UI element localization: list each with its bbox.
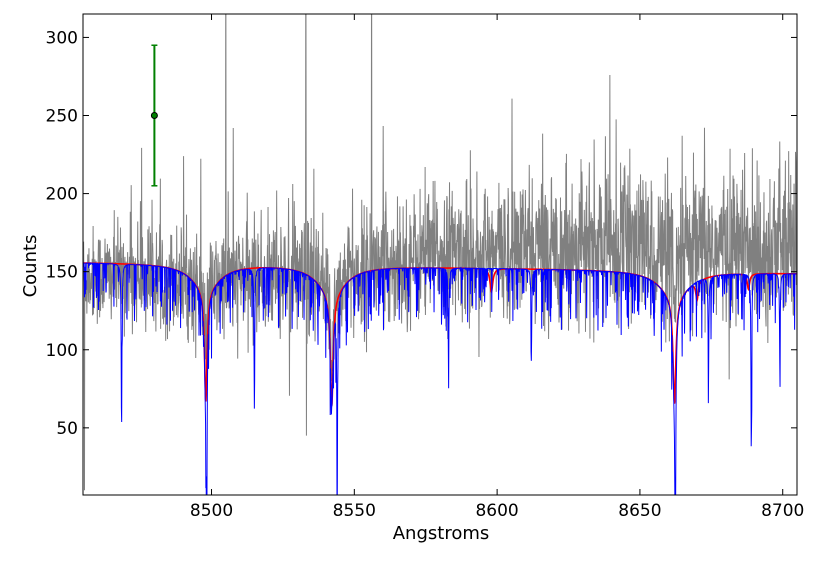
x-tick-label: 8700 <box>761 501 804 521</box>
x-tick-label: 8500 <box>190 501 233 521</box>
y-tick-label: 250 <box>46 107 78 127</box>
y-tick-label: 200 <box>46 185 78 205</box>
x-tick-label: 8650 <box>618 501 661 521</box>
error-bar-point <box>150 112 158 120</box>
y-tick-label: 50 <box>56 419 78 439</box>
y-tick-label: 150 <box>46 263 78 283</box>
high-resolution-model-line <box>83 262 797 495</box>
observed-spectrum-line <box>83 14 797 491</box>
x-axis-label: Angstroms <box>393 523 490 544</box>
y-tick-label: 300 <box>46 28 78 48</box>
y-tick-label: 100 <box>46 341 78 361</box>
x-tick-label: 8600 <box>475 501 518 521</box>
plot-frame <box>82 13 798 496</box>
x-tick-label: 8550 <box>333 501 376 521</box>
y-axis-label: Counts <box>20 235 41 298</box>
plot-area <box>83 14 797 495</box>
axis-ticks: 8500 8550 8600 8650 8700 50 100 150 200 250 300 <box>46 14 804 521</box>
